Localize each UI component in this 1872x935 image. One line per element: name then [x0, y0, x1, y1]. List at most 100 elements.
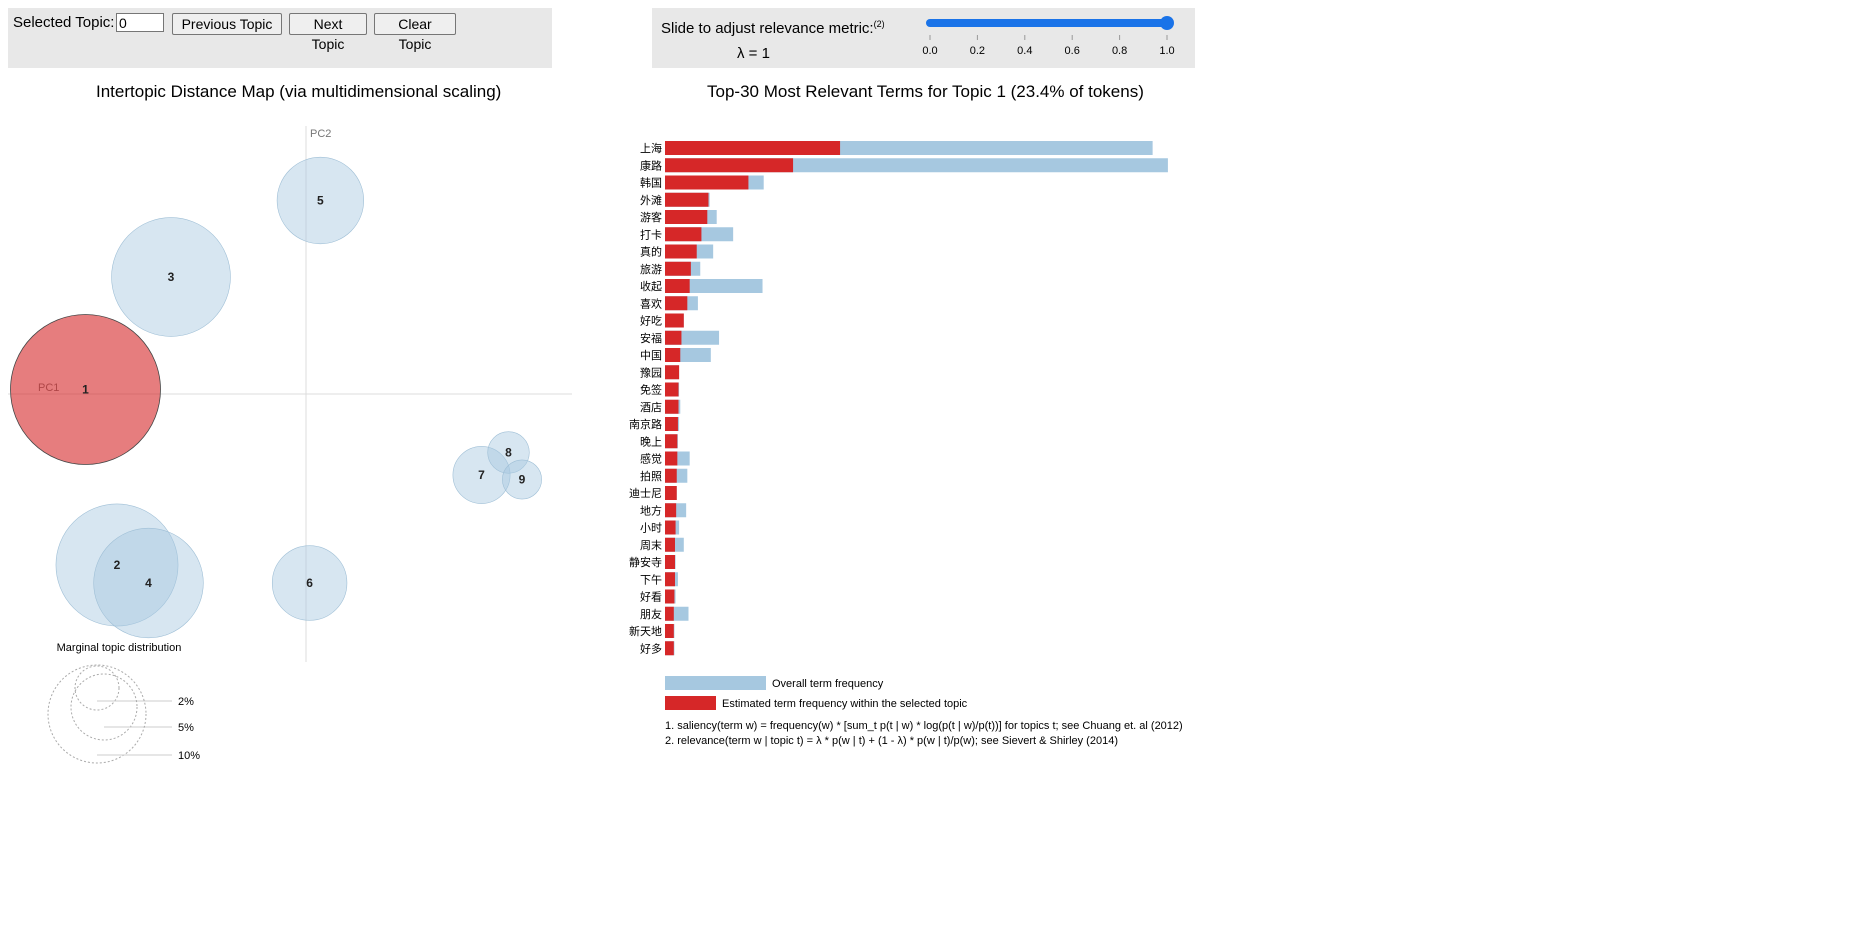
term-label[interactable]: 上海 [640, 141, 662, 155]
term-label[interactable]: 安福 [640, 331, 662, 345]
top-terms-title: Top-30 Most Relevant Terms for Topic 1 (… [707, 82, 1144, 101]
topic-circle-8[interactable] [487, 431, 530, 474]
topic-circle-4[interactable] [93, 527, 204, 639]
term-label[interactable]: 周末 [640, 538, 662, 552]
term-label[interactable]: 好多 [640, 641, 662, 655]
topic-frequency-bar[interactable] [665, 279, 690, 293]
lambda-slider-handle[interactable] [1160, 16, 1174, 30]
topic-frequency-bar[interactable] [665, 434, 678, 449]
topic-frequency-bar[interactable] [665, 296, 688, 311]
next-topic-button[interactable]: Next Topic [289, 13, 367, 52]
legend-topic-swatch [665, 696, 716, 710]
legend-overall-swatch [665, 676, 766, 690]
topic-frequency-bar[interactable] [665, 537, 675, 552]
term-label[interactable]: 地方 [640, 503, 662, 517]
term-label[interactable]: 朋友 [640, 607, 662, 621]
topic-frequency-bar[interactable] [665, 365, 680, 380]
previous-topic-button[interactable]: Previous Topic [172, 13, 282, 35]
marginal-distribution-title: Marginal topic distribution [57, 642, 182, 654]
topic-circle-6[interactable] [271, 545, 348, 621]
topic-frequency-bar[interactable] [665, 175, 749, 190]
term-label[interactable]: 小时 [640, 522, 662, 535]
topic-circle-3[interactable] [111, 217, 231, 337]
lambda-slider-label: Slide to adjust relevance metric:(2) [661, 19, 885, 37]
topic-frequency-bar[interactable] [665, 244, 697, 259]
lambda-controls-panel: Slide to adjust relevance metric:(2) λ =… [652, 8, 1195, 68]
topic-frequency-bar[interactable] [665, 399, 679, 414]
topic-frequency-bar[interactable] [665, 520, 676, 535]
term-label[interactable]: 拍照 [640, 469, 662, 483]
term-label[interactable]: 康路 [640, 158, 662, 172]
topic-frequency-bar[interactable] [665, 606, 674, 621]
footnote-ref: (2) [873, 19, 885, 29]
topic-frequency-bar[interactable] [665, 451, 678, 466]
term-label[interactable]: 免签 [640, 383, 662, 397]
term-label[interactable]: 南京路 [629, 417, 662, 431]
topic-frequency-bar[interactable] [665, 382, 679, 397]
lambda-value-text: λ = 1 [737, 45, 770, 62]
term-label[interactable]: 豫园 [640, 366, 662, 379]
topic-frequency-bar[interactable] [665, 210, 708, 224]
term-label[interactable]: 游客 [640, 210, 662, 224]
topic-frequency-bar[interactable] [665, 330, 682, 345]
term-label[interactable]: 收起 [640, 279, 662, 293]
topic-controls-panel: Selected Topic: Previous Topic Next Topi… [8, 8, 552, 68]
topic-frequency-bar[interactable] [665, 589, 675, 604]
term-label[interactable]: 喜欢 [640, 296, 662, 310]
topic-frequency-bar[interactable] [665, 555, 675, 569]
topic-circle-9[interactable] [502, 459, 542, 500]
legend-level-2%: 2% [178, 696, 194, 708]
term-label[interactable]: 好看 [640, 590, 662, 604]
topic-label-8: 8 [505, 446, 512, 460]
topic-frequency-bar[interactable] [665, 417, 678, 431]
topic-circle-7[interactable] [452, 446, 511, 504]
topic-label-1: 1 [82, 383, 89, 397]
topic-frequency-bar[interactable] [665, 624, 674, 638]
slider-tick-label: 0.0 [922, 45, 937, 57]
topic-frequency-bar[interactable] [665, 572, 675, 587]
topic-circle-1[interactable] [10, 314, 161, 465]
slider-tick-label: 0.4 [1017, 45, 1032, 57]
legend-level-5%: 5% [178, 722, 194, 734]
topic-frequency-bar[interactable] [665, 141, 841, 155]
topic-label-3: 3 [168, 270, 175, 284]
topic-frequency-bar[interactable] [665, 468, 677, 483]
selected-topic-label: Selected Topic: [13, 14, 115, 31]
topic-frequency-bar[interactable] [665, 503, 677, 518]
topic-frequency-bar[interactable] [665, 313, 684, 328]
term-label[interactable]: 韩国 [640, 176, 662, 190]
term-label[interactable]: 迪士尼 [629, 487, 662, 500]
topic-frequency-bar[interactable] [665, 192, 709, 207]
topic-label-4: 4 [145, 576, 152, 590]
term-label[interactable]: 中国 [640, 349, 662, 362]
clear-topic-button[interactable]: Clear Topic [374, 13, 456, 52]
term-label[interactable]: 下午 [640, 573, 662, 586]
topic-label-6: 6 [306, 576, 313, 590]
term-label[interactable]: 静安寺 [629, 555, 662, 569]
topic-circle-5[interactable] [276, 156, 365, 245]
slider-tick-label: 0.6 [1065, 45, 1080, 57]
legend-circle-5% [70, 673, 138, 741]
slider-tick-label: 1.0 [1159, 45, 1174, 57]
term-label[interactable]: 新天地 [629, 624, 662, 638]
topic-frequency-bar[interactable] [665, 158, 794, 173]
term-label[interactable]: 好吃 [640, 314, 662, 328]
term-label[interactable]: 酒店 [640, 400, 662, 414]
term-label[interactable]: 晚上 [640, 435, 662, 448]
topic-frequency-bar[interactable] [665, 348, 681, 362]
topic-frequency-bar[interactable] [665, 641, 674, 656]
topic-frequency-bar[interactable] [665, 486, 677, 500]
legend-circle-2% [74, 665, 120, 711]
term-label[interactable]: 打卡 [640, 227, 662, 241]
topic-frequency-bar[interactable] [665, 261, 691, 276]
intertopic-map-title: Intertopic Distance Map (via multidimens… [96, 82, 502, 101]
legend-level-10%: 10% [178, 750, 200, 762]
term-label[interactable]: 感觉 [640, 453, 662, 466]
term-label[interactable]: 外滩 [640, 193, 662, 207]
selected-topic-input[interactable] [116, 13, 164, 32]
topic-circle-2[interactable] [55, 503, 179, 627]
term-label[interactable]: 真的 [640, 245, 662, 259]
topic-frequency-bar[interactable] [665, 227, 702, 242]
term-label[interactable]: 旅游 [640, 262, 662, 276]
